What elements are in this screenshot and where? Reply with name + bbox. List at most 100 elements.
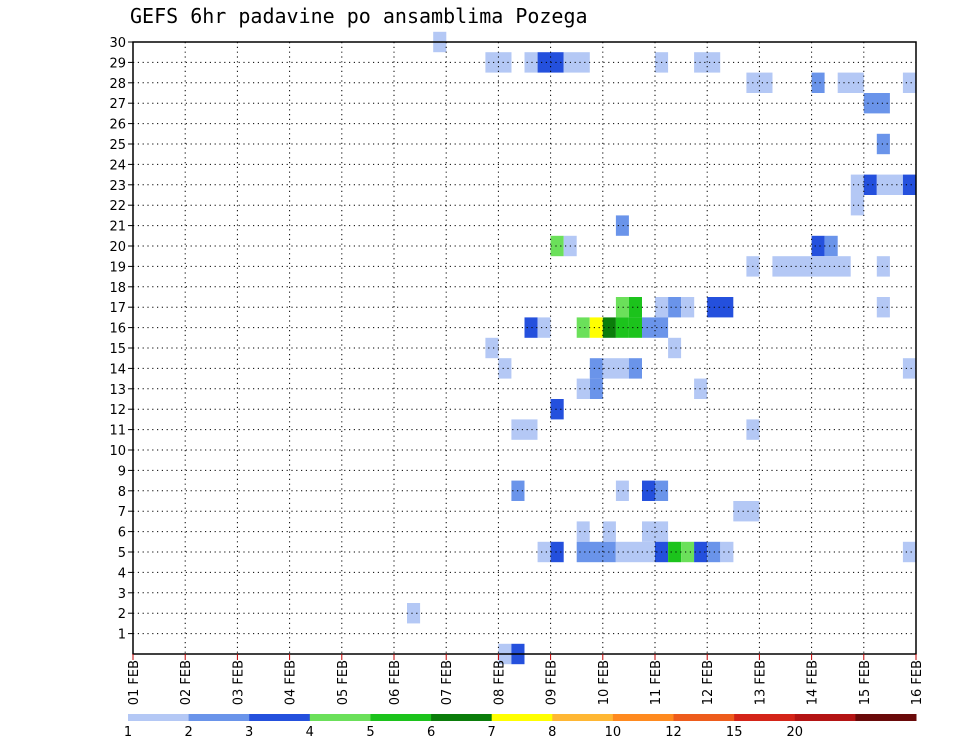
heatmap-cell [524, 52, 538, 73]
x-tick-label: 14 FEB [806, 660, 821, 705]
x-tick-label: 16 FEB [910, 660, 925, 705]
heatmap-cell [668, 297, 682, 318]
heatmap-cell [681, 541, 695, 563]
colorbar-label: 3 [245, 725, 253, 740]
y-tick-label: 24 [109, 158, 126, 173]
colorbar-label: 1 [124, 725, 132, 740]
heatmap-cell [863, 174, 877, 195]
heatmap-cell [615, 297, 629, 318]
colorbar-swatch [128, 714, 190, 721]
heatmap-cell [733, 501, 760, 522]
plot-frame [132, 41, 917, 655]
colorbar-swatch [673, 714, 735, 721]
heatmap-cell [615, 541, 655, 563]
colorbar-label: 6 [427, 725, 435, 740]
colorbar-swatch [188, 714, 250, 721]
y-tick-label: 14 [109, 362, 126, 377]
heatmap-cell [628, 297, 642, 318]
heatmap-cell [615, 480, 629, 501]
y-tick-label: 11 [109, 424, 126, 439]
heatmap-cell [824, 235, 838, 257]
heatmap-cell [902, 541, 916, 563]
y-tick-label: 26 [109, 118, 126, 133]
colorbar-label: 7 [488, 725, 496, 740]
heatmap-cell [642, 480, 655, 501]
heatmap-cell [498, 358, 512, 379]
heatmap-cell [707, 297, 734, 318]
y-tick-label: 21 [109, 220, 126, 235]
heatmap-cell [550, 235, 564, 257]
heatmap-cell [876, 256, 890, 277]
y-tick-label: 19 [109, 260, 126, 275]
heatmap-cell [537, 317, 551, 338]
heatmap-cell [589, 358, 603, 379]
x-tick-label: 07 FEB [440, 660, 455, 705]
colorbar-swatch [431, 714, 493, 721]
colorbar-swatch [370, 714, 432, 721]
colorbar-swatch [794, 714, 856, 721]
y-tick-label: 18 [109, 281, 126, 296]
heatmap-cell [576, 521, 590, 542]
heatmap-cell [550, 399, 564, 420]
colorbar-swatch [491, 714, 553, 721]
y-tick-label: 2 [118, 607, 126, 622]
heatmap-cell [707, 541, 721, 563]
y-tick-label: 22 [109, 199, 126, 214]
heatmap-cell [902, 358, 916, 379]
y-tick-label: 30 [109, 36, 126, 51]
x-tick-label: 12 FEB [701, 660, 716, 705]
heatmap-cell [511, 419, 538, 440]
x-tick-label: 03 FEB [231, 660, 246, 705]
y-tick-label: 10 [109, 444, 126, 459]
heatmap-cell [876, 174, 903, 195]
y-tick-label: 17 [109, 301, 126, 316]
heatmap-cell [772, 256, 851, 277]
colorbar-swatch [734, 714, 796, 721]
y-tick-label: 9 [118, 464, 126, 479]
y-tick-label: 3 [118, 587, 126, 602]
y-tick-label: 4 [118, 566, 126, 581]
colorbar-label: 12 [665, 725, 682, 740]
colorbar-label: 15 [726, 725, 743, 740]
chart-title: GEFS 6hr padavine po ansamblima Pozega [130, 4, 588, 28]
heatmap-cell [524, 317, 538, 338]
x-tick-label: 09 FEB [545, 660, 560, 705]
x-tick-label: 11 FEB [649, 660, 664, 705]
heatmap-cell [485, 337, 499, 359]
y-tick-label: 23 [109, 179, 126, 194]
y-tick-label: 6 [118, 526, 126, 541]
heatmap-cell [563, 52, 590, 73]
heatmap-cell [550, 541, 564, 563]
heatmap-cell [628, 358, 642, 379]
heatmap-cell [628, 317, 642, 338]
y-tick-label: 5 [118, 546, 126, 561]
x-tick-label: 02 FEB [179, 660, 194, 705]
heatmap-cell [811, 72, 825, 93]
y-tick-label: 29 [109, 56, 126, 71]
y-tick-label: 1 [118, 628, 126, 643]
heatmap-cell [576, 317, 590, 338]
x-tick-label: 15 FEB [858, 660, 873, 705]
heatmap-cell [720, 541, 734, 563]
y-tick-label: 8 [118, 485, 126, 500]
heatmap-cell [902, 174, 916, 195]
y-tick-label: 20 [109, 240, 126, 255]
heatmap-cell [537, 541, 551, 563]
heatmap-cell [668, 541, 682, 563]
colorbar-swatch [552, 714, 614, 721]
heatmap-cell [811, 235, 825, 257]
heatmap-cell [602, 358, 629, 379]
colorbar-label: 20 [787, 725, 804, 740]
y-tick-label: 27 [109, 97, 126, 112]
heatmap-cell [615, 317, 629, 338]
colorbar-label: 5 [366, 725, 374, 740]
x-tick-label: 05 FEB [336, 660, 351, 705]
heatmap-cell [589, 378, 603, 399]
x-tick-label: 01 FEB [127, 660, 142, 705]
y-tick-label: 12 [109, 403, 126, 418]
x-tick-label: 08 FEB [492, 660, 507, 705]
heatmap-cell [576, 378, 590, 399]
heatmap-cell [902, 72, 916, 93]
x-tick-label: 06 FEB [388, 660, 403, 705]
